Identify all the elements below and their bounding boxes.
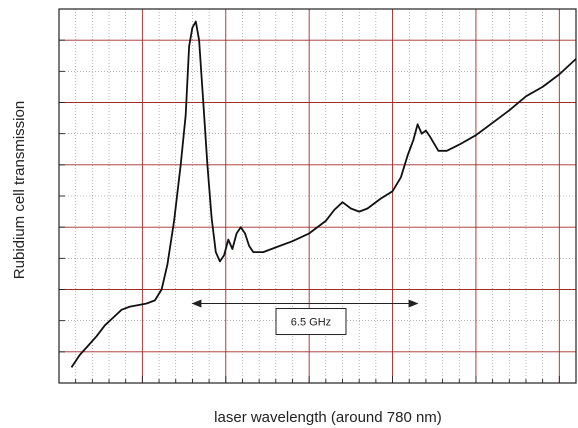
annotation-label: 6.5 GHz [291,317,331,329]
plot-frame [58,8,577,384]
annotation-box [275,308,347,336]
frequency-span-annotation: 6.5 GHz [191,299,419,336]
minor-grid [59,9,576,383]
y-axis-label: Rubidium cell transmission [11,101,28,279]
series-line [70,20,577,368]
x-axis-label: laser wavelength (around 780 nm) [214,409,442,426]
axis-ticks [59,39,560,383]
